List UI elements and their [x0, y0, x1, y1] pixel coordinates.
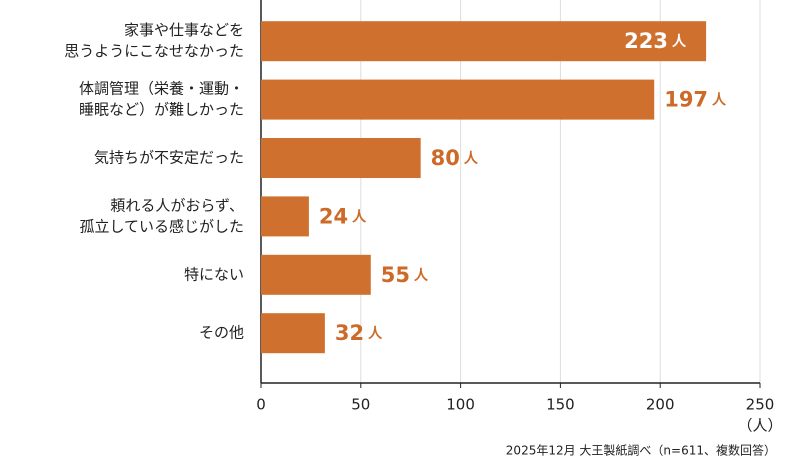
bar: [261, 254, 371, 295]
value-number: 32: [335, 321, 364, 345]
bar: [261, 196, 309, 237]
value-unit: 人: [414, 267, 429, 284]
value-unit: 人: [464, 150, 479, 167]
y-tick-label: 特にない: [184, 265, 244, 283]
y-tick-label: 頼れる人がおらず、: [110, 196, 244, 214]
x-tick-label: 0: [256, 396, 266, 414]
value-unit: 人: [672, 33, 687, 50]
x-tick-label: 100: [446, 396, 475, 414]
value-label: 80 人: [431, 146, 479, 170]
value-unit: 人: [368, 325, 383, 342]
y-tick-label: 孤立している感じがした: [79, 217, 244, 235]
x-tick-label: 50: [351, 396, 370, 414]
value-label: 197 人: [664, 88, 727, 112]
y-tick-label: その他: [199, 324, 244, 342]
y-tick-label: 家事や仕事などを: [124, 21, 244, 39]
x-tick-label: 200: [646, 396, 675, 414]
value-label: 55 人: [381, 263, 429, 287]
y-tick-label: 体調管理（栄養・運動・: [79, 80, 244, 98]
value-number: 80: [431, 146, 460, 170]
value-label: 24 人: [319, 204, 367, 228]
bar: [261, 79, 655, 120]
y-tick-label: 睡眠など）が難しかった: [79, 101, 244, 119]
x-tick-label: 250: [746, 396, 775, 414]
value-unit: 人: [352, 208, 367, 225]
value-number: 24: [319, 204, 348, 228]
x-tick-label: 150: [546, 396, 575, 414]
bar: [261, 138, 421, 178]
value-label: 223 人: [624, 29, 687, 53]
x-axis-label: （人）: [737, 417, 782, 435]
y-tick-label: 気持ちが不安定だった: [94, 149, 244, 167]
y-tick-label: 思うようにこなせなかった: [64, 42, 244, 60]
value-unit: 人: [712, 92, 727, 109]
value-number: 223: [624, 29, 668, 53]
value-label: 32 人: [335, 321, 383, 345]
value-number: 55: [381, 263, 410, 287]
note: 2025年12月 大王製紙調べ（n=611、複数回答）: [506, 443, 776, 458]
value-number: 197: [664, 88, 708, 112]
bar: [261, 21, 707, 62]
bar: [261, 313, 325, 354]
